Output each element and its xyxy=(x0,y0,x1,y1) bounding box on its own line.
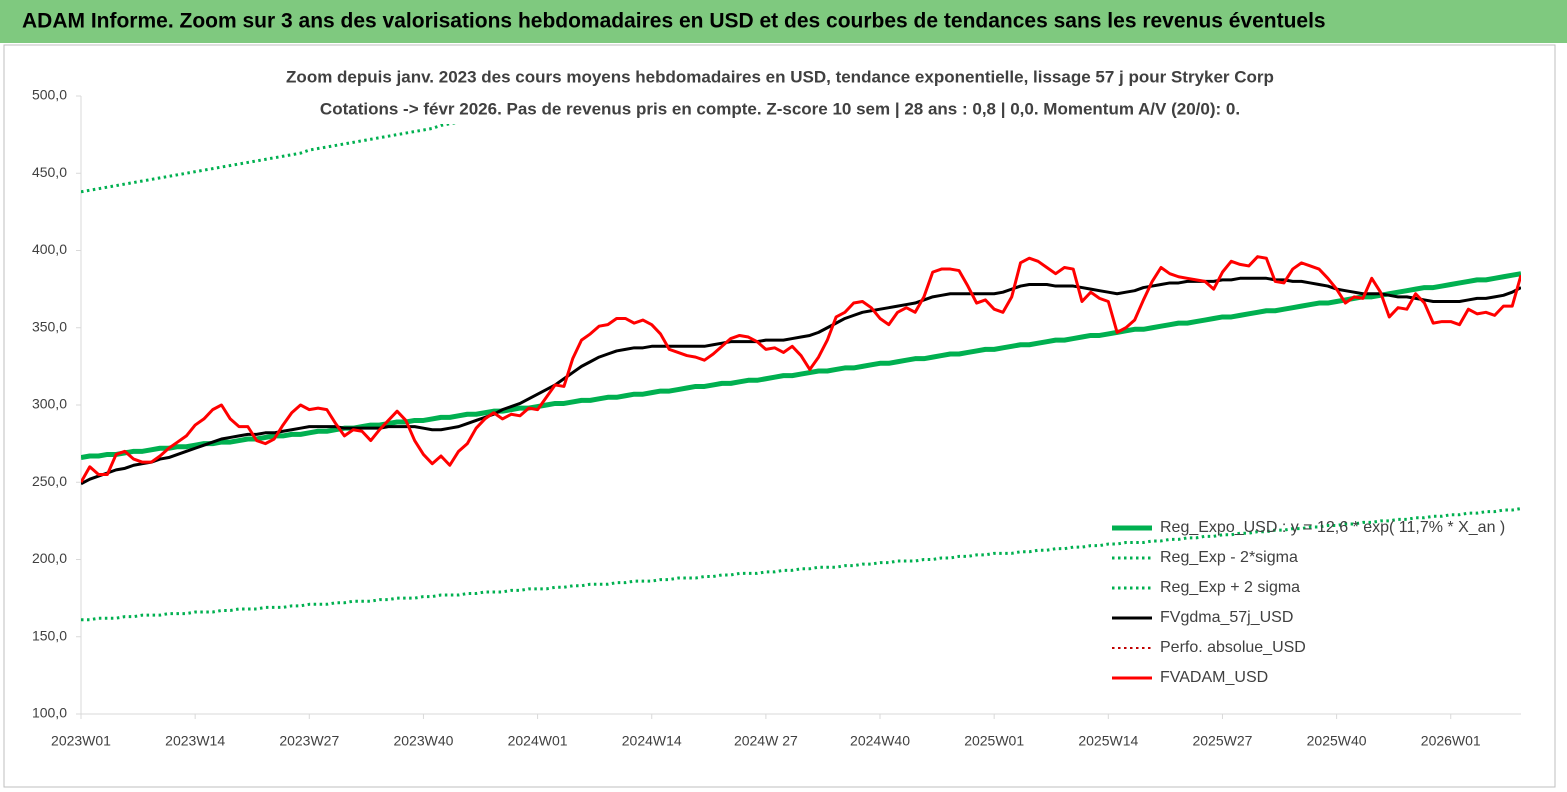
y-tick-label: 400,0 xyxy=(32,241,67,257)
chart-border xyxy=(3,44,1556,788)
legend-label: Perfo. absolue_USD xyxy=(1160,639,1306,656)
y-tick-label: 200,0 xyxy=(32,550,67,566)
series-line xyxy=(81,507,1521,622)
x-tick-label: 2024W 27 xyxy=(734,733,798,749)
legend-label: FVgdma_57j_USD xyxy=(1160,609,1293,626)
y-tick-label: 150,0 xyxy=(32,627,67,643)
x-tick-label: 2023W01 xyxy=(51,733,111,749)
title-bg xyxy=(280,62,1290,124)
x-tick-label: 2026W01 xyxy=(1421,733,1481,749)
x-tick-label: 2023W27 xyxy=(279,733,339,749)
x-tick-label: 2025W01 xyxy=(964,733,1024,749)
header-band xyxy=(0,0,1567,43)
x-tick-label: 2024W40 xyxy=(850,733,910,749)
y-tick-label: 250,0 xyxy=(32,473,67,489)
x-tick-label: 2025W40 xyxy=(1307,733,1367,749)
legend-label: Reg_Expo_USD : y = 12,6 * exp( 11,7% * X… xyxy=(1160,519,1505,536)
y-tick-label: 350,0 xyxy=(32,318,67,334)
x-tick-label: 2024W14 xyxy=(622,733,682,749)
page-title: ADAM Informe. Zoom sur 3 ans des valoris… xyxy=(22,10,1326,33)
series-line xyxy=(81,271,1521,460)
series-line xyxy=(81,255,1521,483)
y-tick-label: 300,0 xyxy=(32,396,67,412)
legend-label: Reg_Exp + 2 sigma xyxy=(1160,579,1300,596)
x-tick-label: 2025W27 xyxy=(1192,733,1252,749)
series-line xyxy=(81,276,1521,486)
y-tick-label: 100,0 xyxy=(32,705,67,721)
x-tick-label: 2023W14 xyxy=(165,733,225,749)
y-tick-label: 450,0 xyxy=(32,164,67,180)
x-tick-label: 2025W14 xyxy=(1078,733,1138,749)
y-tick-label: 500,0 xyxy=(32,87,67,103)
legend-label: FVADAM_USD xyxy=(1160,669,1268,686)
x-tick-label: 2024W01 xyxy=(508,733,568,749)
series-line xyxy=(81,255,1521,483)
legend: Reg_Expo_USD : y = 12,6 * exp( 11,7% * X… xyxy=(1112,519,1505,686)
plot-area xyxy=(81,96,1521,622)
chart-title: Zoom depuis janv. 2023 des cours moyens … xyxy=(286,67,1274,86)
legend-label: Reg_Exp - 2*sigma xyxy=(1160,549,1298,566)
chart-subtitle: Cotations -> févr 2026. Pas de revenus p… xyxy=(320,99,1240,118)
x-tick-label: 2023W40 xyxy=(393,733,453,749)
